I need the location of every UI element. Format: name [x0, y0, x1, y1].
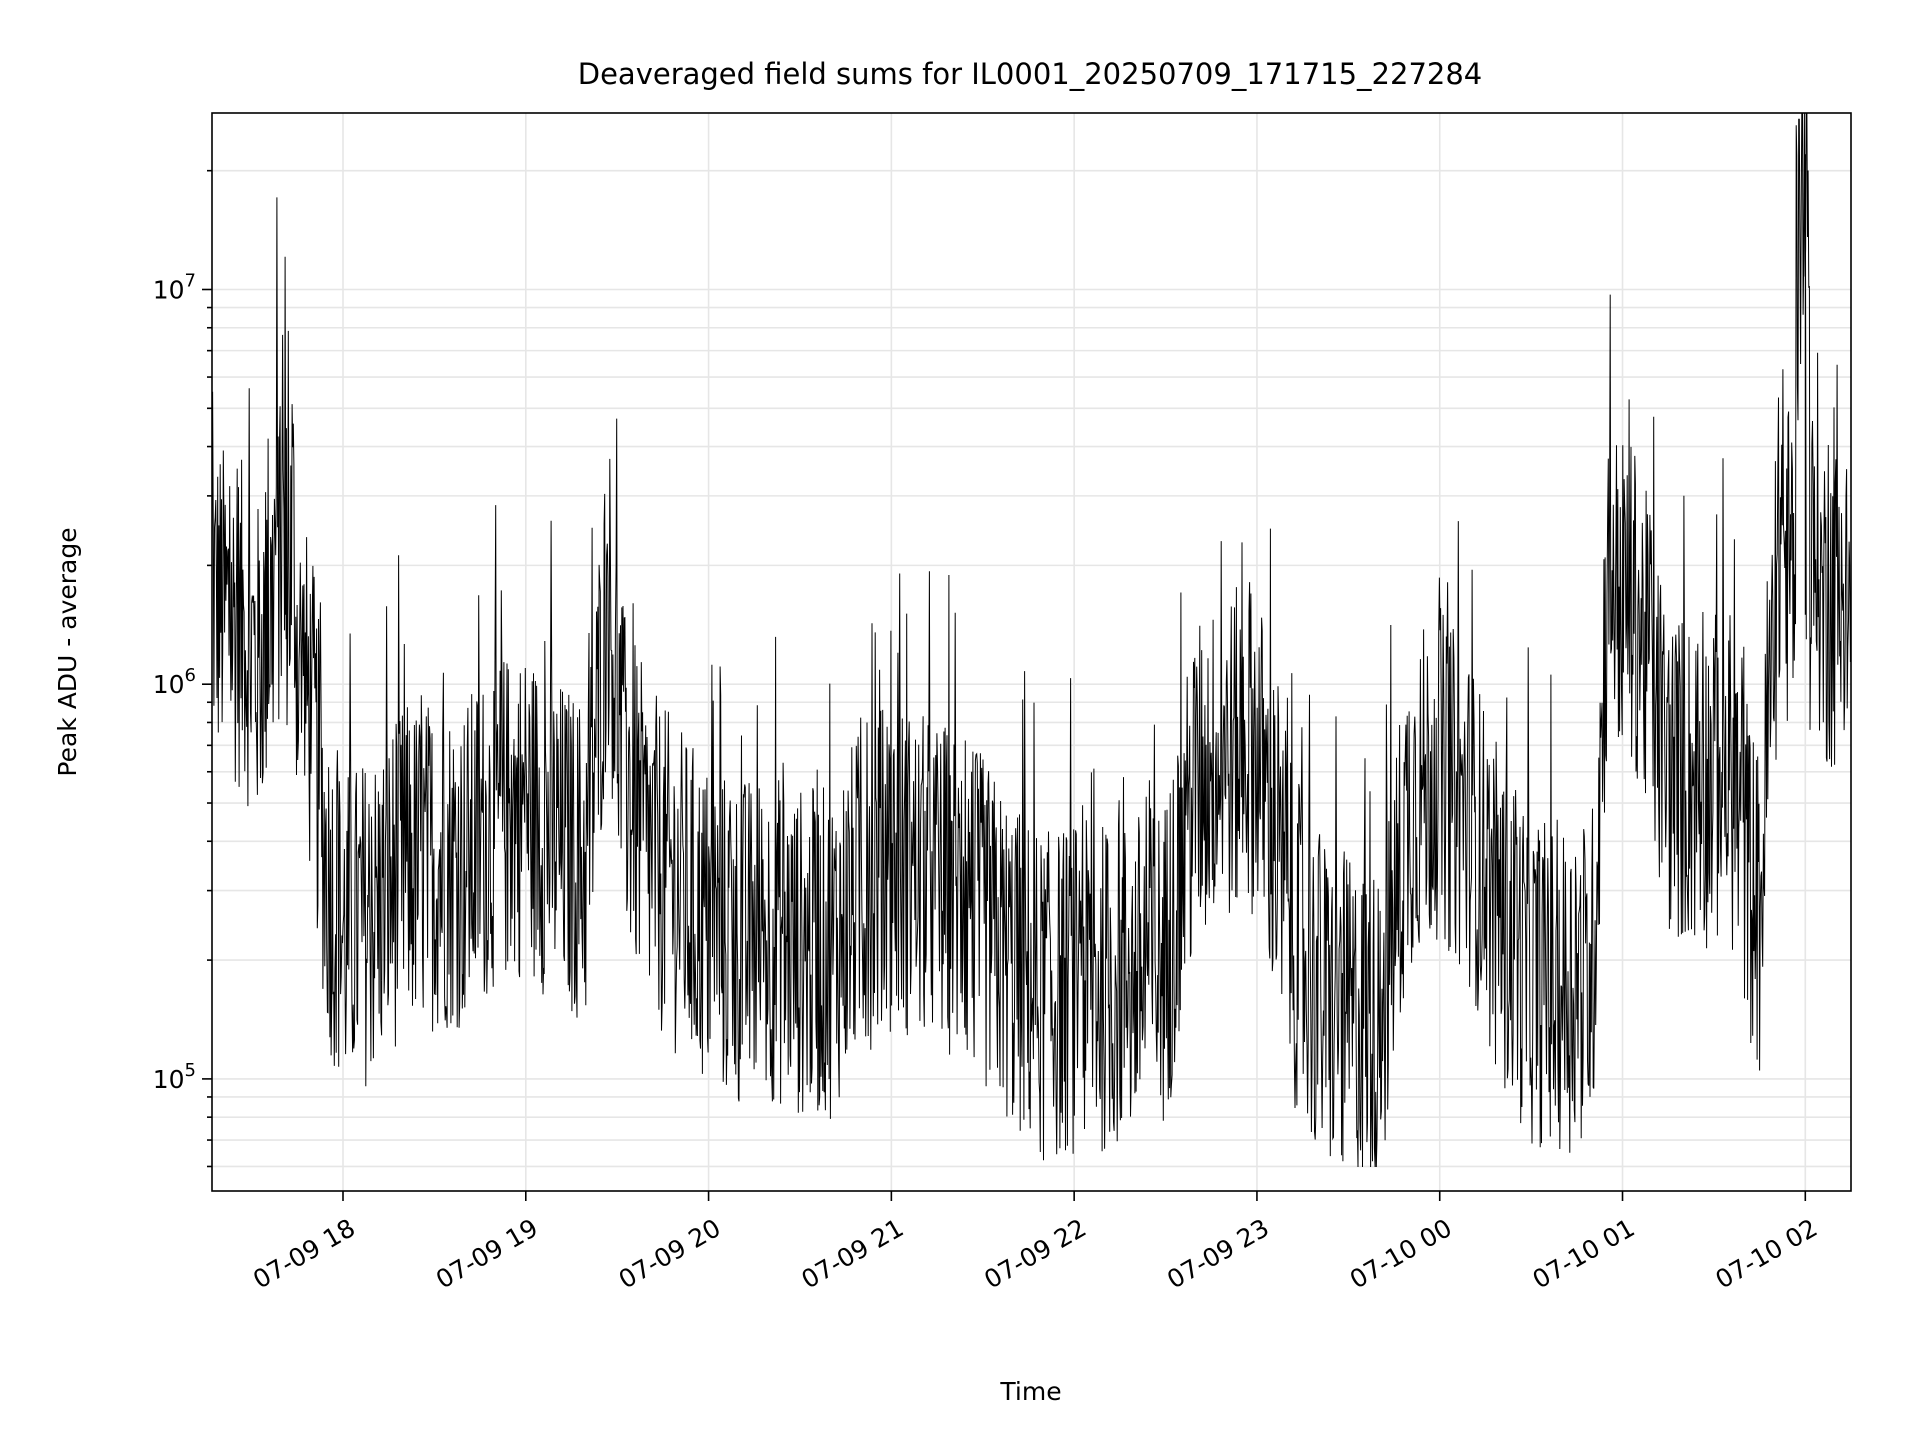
y-tick-label: 105 — [153, 1060, 196, 1094]
chart-title: Deaveraged field sums for IL0001_2025070… — [578, 57, 1483, 91]
y-tick-label: 106 — [153, 665, 196, 699]
series-line — [211, 112, 1852, 1168]
y-tick-label: 107 — [153, 270, 196, 304]
y-axis-label: Peak ADU - average — [53, 527, 82, 776]
series-layer — [211, 112, 1852, 1168]
plot-frame — [211, 112, 1852, 1192]
x-axis-label: Time — [999, 1377, 1061, 1406]
